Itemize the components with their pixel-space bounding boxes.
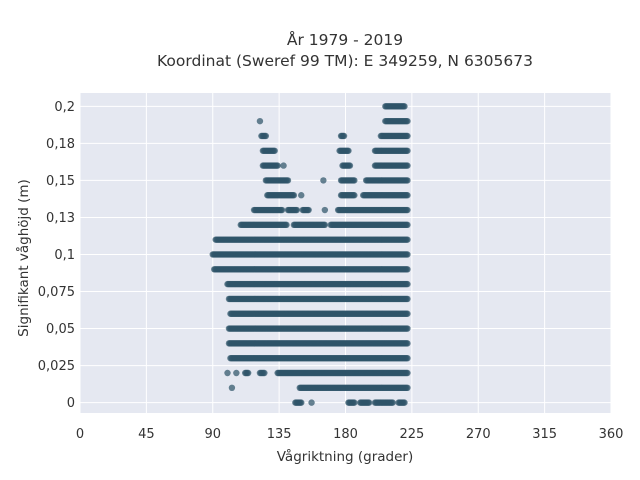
data-point <box>404 177 411 184</box>
data-point <box>290 192 298 199</box>
data-point <box>404 369 411 377</box>
data-point <box>401 399 408 406</box>
data-point <box>280 162 287 169</box>
x-axis-ticks: 0 45 90 135 180 225 270 315 360 <box>76 427 624 442</box>
x-tick-label: 315 <box>532 427 557 442</box>
data-point <box>271 147 278 154</box>
data-point <box>305 206 312 214</box>
chart-title-line2: Koordinat (Sweref 99 TM): E 349259, N 63… <box>157 52 533 70</box>
data-point <box>404 325 411 332</box>
data-point <box>365 399 373 406</box>
data-point <box>228 384 236 392</box>
data-point <box>298 192 305 199</box>
data-point <box>321 206 329 214</box>
x-axis-title: Vågriktning (grader) <box>277 448 414 465</box>
data-point <box>321 221 329 229</box>
data-point <box>404 266 411 273</box>
data-point <box>233 369 240 377</box>
data-point <box>404 192 411 199</box>
data-point <box>320 177 327 184</box>
data-point <box>345 147 352 154</box>
data-point <box>256 117 264 125</box>
data-point <box>351 399 358 406</box>
data-point <box>404 280 411 288</box>
y-tick-label: 0,18 <box>46 137 75 152</box>
x-tick-label: 0 <box>76 427 84 442</box>
data-point <box>389 399 396 406</box>
data-point <box>404 117 411 125</box>
data-point <box>224 369 231 377</box>
data-point <box>404 162 411 169</box>
y-tick-label: 0,025 <box>38 359 75 374</box>
data-point <box>404 147 411 154</box>
data-point <box>261 369 268 377</box>
x-tick-label: 90 <box>204 427 221 442</box>
data-point <box>284 177 292 184</box>
y-tick-label: 0,075 <box>38 285 75 300</box>
data-point <box>404 384 411 392</box>
data-point <box>404 340 411 347</box>
scatter-points <box>209 103 411 406</box>
data-point <box>346 162 354 169</box>
data-point <box>404 132 411 140</box>
y-axis-ticks: 0 0,025 0,05 0,075 0,1 0,13 0,15 0,18 0,2 <box>38 100 75 411</box>
chart-title-line1: År 1979 - 2019 <box>287 30 403 49</box>
data-point <box>351 177 358 184</box>
data-point <box>404 354 411 362</box>
data-point <box>404 251 411 258</box>
data-point <box>283 221 290 229</box>
x-tick-label: 135 <box>267 427 292 442</box>
data-point <box>404 295 411 303</box>
x-tick-label: 45 <box>138 427 155 442</box>
data-point <box>404 236 411 243</box>
data-point <box>351 192 358 199</box>
data-point <box>404 310 411 317</box>
y-axis-title: Signifikant våghöjd (m) <box>15 179 32 337</box>
data-point <box>262 132 270 140</box>
x-tick-label: 270 <box>466 427 491 442</box>
x-tick-label: 225 <box>399 427 424 442</box>
x-tick-label: 360 <box>599 427 624 442</box>
y-tick-label: 0,13 <box>46 211 75 226</box>
data-point <box>278 206 286 214</box>
y-tick-label: 0 <box>67 396 75 411</box>
data-point <box>404 221 411 229</box>
y-tick-label: 0,1 <box>54 248 75 263</box>
x-tick-label: 180 <box>333 427 358 442</box>
y-tick-label: 0,15 <box>46 174 75 189</box>
data-point <box>404 206 411 214</box>
data-point <box>293 206 301 214</box>
data-point <box>340 132 348 140</box>
y-tick-label: 0,05 <box>46 322 75 337</box>
data-point <box>298 399 305 406</box>
data-point <box>308 399 315 406</box>
y-tick-label: 0,2 <box>54 100 75 115</box>
data-point <box>244 369 252 377</box>
data-point <box>274 162 281 169</box>
data-point <box>401 103 408 110</box>
